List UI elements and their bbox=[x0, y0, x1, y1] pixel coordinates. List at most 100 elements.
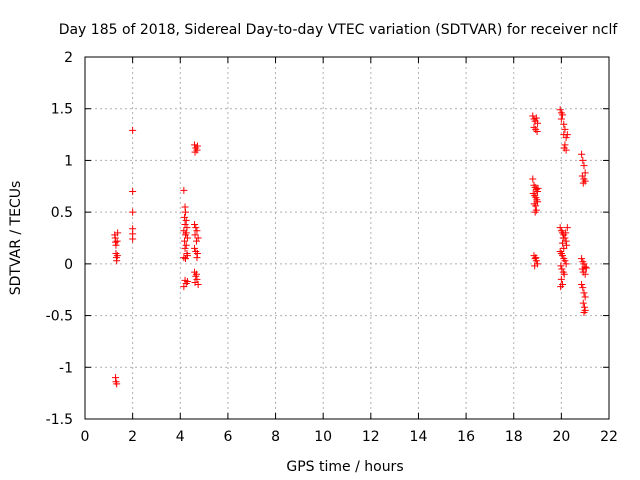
data-point bbox=[578, 255, 586, 263]
data-point bbox=[112, 241, 120, 249]
data-point bbox=[562, 260, 570, 268]
data-point bbox=[191, 221, 199, 229]
data-point bbox=[534, 184, 542, 192]
data-point bbox=[182, 216, 190, 224]
data-point bbox=[182, 229, 190, 237]
data-point bbox=[532, 202, 540, 210]
y-tick-label: 0.5 bbox=[51, 205, 73, 221]
data-point bbox=[532, 254, 540, 262]
x-axis-label: GPS time / hours bbox=[286, 459, 403, 475]
y-tick-label: -1 bbox=[59, 360, 73, 376]
x-tick-label: 8 bbox=[271, 429, 280, 445]
data-point bbox=[578, 172, 586, 180]
data-point bbox=[560, 270, 568, 278]
data-point bbox=[532, 114, 540, 122]
data-point bbox=[181, 221, 189, 229]
data-point bbox=[113, 237, 121, 245]
data-point bbox=[193, 227, 201, 235]
data-point bbox=[581, 270, 589, 278]
data-point bbox=[579, 299, 587, 307]
data-point bbox=[191, 148, 199, 156]
data-point bbox=[578, 281, 586, 289]
data-point bbox=[578, 265, 586, 273]
data-point bbox=[129, 187, 137, 195]
data-point bbox=[558, 265, 566, 273]
data-point bbox=[129, 208, 137, 216]
data-point bbox=[129, 126, 137, 134]
data-point bbox=[183, 277, 191, 285]
y-tick-label: -0.5 bbox=[46, 309, 73, 325]
data-point bbox=[557, 115, 565, 123]
data-point bbox=[191, 141, 199, 149]
data-point bbox=[180, 254, 188, 262]
data-point bbox=[559, 239, 567, 247]
x-tick-label: 16 bbox=[457, 429, 475, 445]
x-tick-label: 4 bbox=[176, 429, 185, 445]
data-point bbox=[194, 234, 202, 242]
data-point bbox=[183, 252, 191, 260]
data-point bbox=[192, 270, 200, 278]
data-point bbox=[563, 224, 571, 232]
data-point bbox=[181, 244, 189, 252]
data-point bbox=[560, 144, 568, 152]
data-point bbox=[563, 131, 571, 139]
y-axis-label: SDTVAR / TECUs bbox=[8, 181, 24, 296]
data-point bbox=[579, 156, 587, 164]
x-tick-label: 0 bbox=[81, 429, 90, 445]
data-point bbox=[563, 241, 571, 249]
data-point bbox=[556, 106, 564, 114]
data-point bbox=[191, 244, 199, 252]
data-point bbox=[180, 186, 188, 194]
data-point bbox=[582, 264, 590, 272]
x-tick-label: 22 bbox=[600, 429, 618, 445]
data-point bbox=[562, 229, 570, 237]
data-point bbox=[193, 142, 201, 150]
data-point bbox=[561, 125, 569, 133]
data-point bbox=[560, 244, 568, 252]
y-tick-label: -1.5 bbox=[46, 412, 73, 428]
y-tick-label: 1.5 bbox=[51, 102, 73, 118]
data-point bbox=[193, 254, 201, 262]
x-tick-label: 12 bbox=[362, 429, 380, 445]
data-point bbox=[556, 224, 564, 232]
data-point bbox=[531, 262, 539, 270]
plot-frame bbox=[84, 56, 610, 420]
data-point bbox=[562, 134, 570, 142]
data-point bbox=[182, 255, 190, 263]
chart-title: Day 185 of 2018, Sidereal Day-to-day VTE… bbox=[59, 22, 619, 38]
data-point bbox=[531, 208, 539, 216]
data-point bbox=[113, 380, 121, 388]
data-point bbox=[557, 262, 565, 270]
data-point bbox=[183, 234, 191, 242]
data-point bbox=[183, 224, 191, 232]
y-tick-label: 0 bbox=[64, 257, 73, 273]
data-point bbox=[181, 237, 189, 245]
data-point bbox=[579, 284, 587, 292]
data-point bbox=[580, 308, 588, 316]
grid-lines bbox=[85, 57, 609, 419]
data-point bbox=[192, 224, 200, 232]
data-point bbox=[580, 289, 588, 297]
data-point bbox=[559, 234, 567, 242]
data-point bbox=[559, 252, 567, 260]
data-point bbox=[114, 229, 122, 237]
data-point bbox=[191, 231, 199, 239]
x-tick-label: 6 bbox=[223, 429, 232, 445]
axis-ticks: 0 2 4 6 8 10 12 14 16 18 20 22 -1.5 -1 -0.5 0 0.5 1 1.5 2 bbox=[46, 50, 618, 445]
data-point bbox=[581, 293, 589, 301]
data-point bbox=[180, 283, 188, 291]
data-point bbox=[182, 208, 190, 216]
data-point bbox=[182, 241, 190, 249]
data-point bbox=[561, 141, 569, 149]
data-point bbox=[192, 237, 200, 245]
data-point bbox=[557, 275, 565, 283]
x-tick-label: 18 bbox=[505, 429, 523, 445]
data-point bbox=[529, 112, 537, 120]
data-point bbox=[113, 257, 121, 265]
y-tick-label: 1 bbox=[64, 153, 73, 169]
data-point bbox=[533, 127, 541, 135]
data-point bbox=[181, 213, 189, 221]
data-point bbox=[113, 252, 121, 260]
x-tick-label: 2 bbox=[128, 429, 137, 445]
